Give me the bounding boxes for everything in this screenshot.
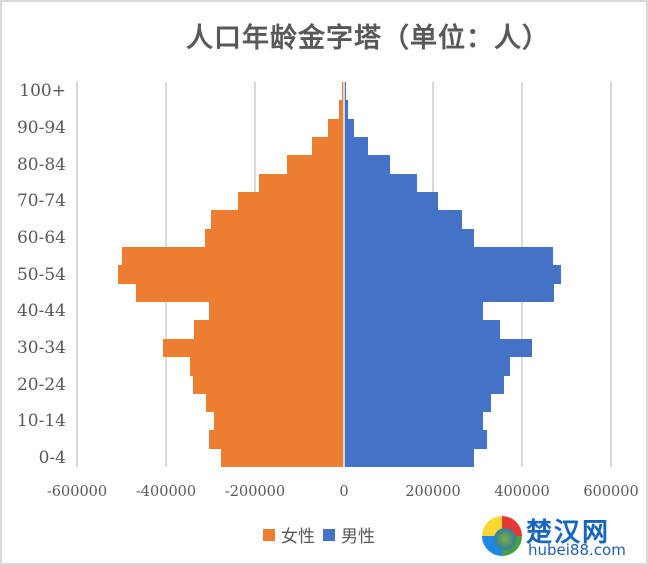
legend-item-male: 男性 <box>323 522 375 547</box>
y-tick-label: 90-94 <box>16 117 66 138</box>
legend-item-female: 女性 <box>263 522 315 547</box>
bar-female-25-29 <box>189 357 343 376</box>
bar-male-85-89 <box>345 137 368 156</box>
y-tick-label: 100+ <box>19 81 66 102</box>
bar-female-40-44 <box>208 302 343 321</box>
gridline <box>76 82 78 467</box>
bar-male-45-49 <box>345 283 555 303</box>
bar-male-90-94 <box>345 118 355 138</box>
bar-female-90-94 <box>328 118 343 138</box>
zero-axis-line <box>343 82 345 467</box>
y-tick-label: 70-74 <box>16 191 66 212</box>
y-tick-label: 20-24 <box>16 374 66 395</box>
y-tick-label: 80-84 <box>16 154 66 175</box>
bar-male-25-29 <box>345 357 510 376</box>
bar-female-30-34 <box>163 338 343 358</box>
bar-female-0-4 <box>220 448 343 468</box>
bar-male-35-39 <box>345 320 501 339</box>
x-tick-label: 600000 <box>583 484 639 500</box>
bar-male-15-19 <box>345 393 492 413</box>
legend-swatch-female <box>263 528 275 541</box>
bar-male-0-4 <box>345 448 475 468</box>
bar-male-70-74 <box>345 192 439 211</box>
legend-label-female: 女性 <box>281 527 315 547</box>
bar-male-80-84 <box>345 155 390 174</box>
legend-swatch-male <box>323 528 335 541</box>
y-tick-label: 60-64 <box>16 227 66 248</box>
y-tick-label: 0-4 <box>38 447 66 468</box>
bar-female-55-59 <box>122 247 343 266</box>
bar-female-85-89 <box>312 137 343 156</box>
gridline <box>610 82 612 467</box>
bar-female-35-39 <box>193 320 343 339</box>
bar-male-95-99 <box>345 100 348 119</box>
bar-male-5-9 <box>345 430 488 449</box>
y-tick-label: 40-44 <box>16 301 66 322</box>
bar-male-10-14 <box>345 412 483 431</box>
y-tick-label: 10-14 <box>16 411 66 432</box>
bar-female-5-9 <box>208 430 343 449</box>
bar-female-10-14 <box>213 412 343 431</box>
watermark: 楚汉网 hubei88.com <box>478 512 644 559</box>
bar-male-55-59 <box>345 247 554 266</box>
legend: 女性 男性 <box>263 522 383 547</box>
globe-logo-icon <box>482 516 522 556</box>
plot-area <box>76 82 612 468</box>
x-tick-label: 200000 <box>405 484 461 500</box>
bar-male-100+ <box>345 82 347 101</box>
y-tick-label: 30-34 <box>16 337 66 358</box>
bar-female-15-19 <box>205 393 343 413</box>
legend-label-male: 男性 <box>341 527 375 547</box>
bar-female-60-64 <box>204 228 343 248</box>
bar-female-95-99 <box>338 100 343 119</box>
bar-female-70-74 <box>237 192 343 211</box>
bar-male-65-69 <box>345 210 463 229</box>
bar-female-45-49 <box>135 283 343 303</box>
bar-male-60-64 <box>345 228 475 248</box>
x-tick-label: 0 <box>339 484 349 500</box>
bar-male-50-54 <box>345 265 562 284</box>
x-tick-label: -400000 <box>135 484 197 500</box>
bar-female-65-69 <box>210 210 343 229</box>
watermark-en: hubei88.com <box>528 541 626 559</box>
bar-male-20-24 <box>345 375 505 394</box>
bar-female-100+ <box>341 82 343 101</box>
chart-title: 人口年龄金字塔（单位：人） <box>186 23 550 54</box>
y-tick-label: 50-54 <box>16 264 66 285</box>
bar-male-75-79 <box>345 173 417 193</box>
x-tick-label: 400000 <box>494 484 550 500</box>
bar-female-50-54 <box>118 265 343 284</box>
bar-male-30-34 <box>345 338 533 358</box>
x-tick-label: -600000 <box>46 484 108 500</box>
watermark-cn: 楚汉网 <box>526 518 611 548</box>
x-tick-label: -200000 <box>224 484 286 500</box>
bar-male-40-44 <box>345 302 484 321</box>
bar-female-75-79 <box>258 173 343 193</box>
bar-female-80-84 <box>286 155 343 174</box>
bar-female-20-24 <box>192 375 343 394</box>
